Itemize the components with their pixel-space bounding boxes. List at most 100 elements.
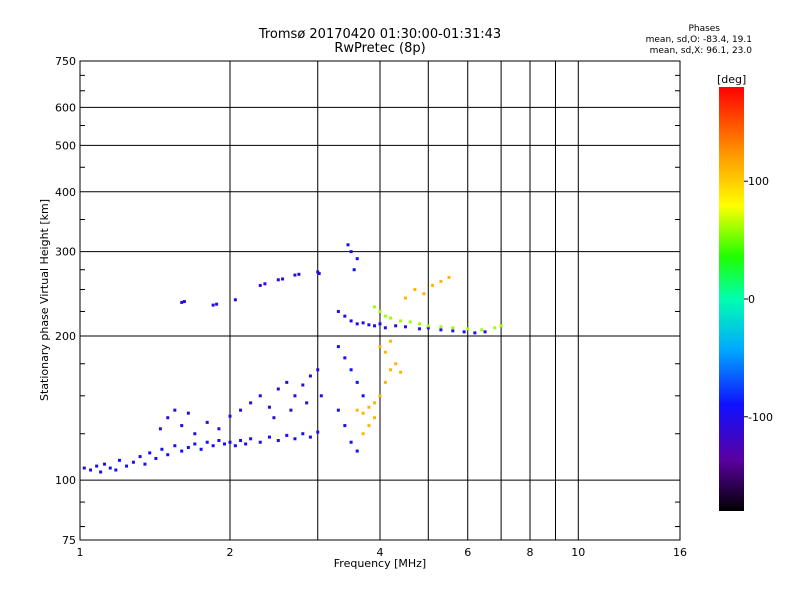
x-tick-label: 6: [464, 546, 471, 559]
data-point: [293, 394, 297, 398]
data-point: [447, 275, 451, 279]
data-point: [431, 283, 435, 287]
data-point: [403, 296, 407, 300]
data-point: [217, 427, 221, 431]
data-point: [373, 401, 377, 405]
chart-subtitle: RwPretec (8p): [334, 41, 426, 56]
data-point: [293, 437, 297, 441]
x-tick-label: 1: [77, 546, 84, 559]
data-point: [138, 455, 142, 459]
data-point: [160, 447, 164, 451]
data-point: [297, 272, 301, 276]
data-point: [308, 435, 312, 439]
data-point: [143, 462, 147, 466]
y-tick-labels: 75 100 200 300 400 500 600 750: [55, 55, 76, 547]
y-tick-label: 75: [62, 534, 76, 547]
data-point: [394, 324, 398, 328]
data-point: [399, 319, 403, 323]
data-point: [349, 368, 353, 372]
y-tick-label: 750: [55, 55, 76, 68]
data-point: [355, 322, 359, 326]
data-point: [383, 350, 387, 354]
data-points: [82, 243, 503, 474]
data-point: [346, 243, 350, 247]
data-point: [293, 273, 297, 277]
data-point: [89, 468, 93, 472]
data-point: [378, 322, 382, 326]
data-point: [383, 380, 387, 384]
data-point: [211, 444, 215, 448]
data-point: [258, 283, 262, 287]
data-point: [439, 279, 443, 283]
data-point: [378, 394, 382, 398]
colorbar-ticks: 100 0 -100: [744, 175, 773, 424]
data-point: [473, 331, 477, 335]
data-point: [158, 427, 162, 431]
data-point: [422, 292, 426, 296]
data-point: [361, 432, 365, 436]
colorbar: [719, 87, 744, 511]
data-point: [228, 440, 232, 444]
data-point: [239, 408, 243, 412]
data-point: [233, 444, 237, 448]
y-tick-label: 200: [55, 330, 76, 343]
data-point: [355, 380, 359, 384]
data-point: [462, 330, 466, 334]
data-point: [301, 383, 305, 387]
data-point: [99, 470, 103, 474]
data-point: [319, 394, 323, 398]
data-point: [82, 466, 86, 470]
data-point: [367, 405, 371, 409]
data-point: [154, 456, 158, 460]
y-tick-label: 400: [55, 186, 76, 199]
data-point: [249, 401, 253, 405]
data-point: [180, 300, 184, 304]
x-tick-label: 4: [377, 546, 384, 559]
data-point: [336, 408, 340, 412]
data-point: [403, 325, 407, 329]
data-point: [233, 298, 237, 302]
grid-lines: [80, 61, 680, 540]
data-point: [316, 368, 320, 372]
data-point: [378, 309, 382, 313]
data-point: [182, 300, 186, 304]
data-point: [336, 309, 340, 313]
data-point: [394, 362, 398, 366]
data-point: [493, 326, 497, 330]
data-point: [173, 408, 177, 412]
data-point: [352, 268, 356, 272]
data-point: [451, 329, 455, 333]
data-point: [199, 447, 203, 451]
data-point: [389, 368, 393, 372]
data-point: [276, 439, 280, 443]
data-point: [417, 322, 421, 326]
data-point: [480, 328, 484, 332]
data-point: [389, 339, 393, 343]
data-point: [316, 270, 320, 274]
data-point: [349, 319, 353, 323]
data-point: [103, 462, 107, 466]
data-point: [426, 324, 430, 328]
data-point: [426, 326, 430, 330]
data-point: [166, 453, 170, 457]
data-point: [186, 411, 190, 415]
data-point: [205, 440, 209, 444]
data-point: [193, 432, 197, 436]
data-point: [205, 420, 209, 424]
data-point: [228, 414, 232, 418]
stats-o-mode: mean, sd,O: -83.4, 19.1: [645, 35, 752, 45]
data-point: [499, 324, 503, 328]
data-point: [258, 440, 262, 444]
data-point: [267, 435, 271, 439]
data-point: [367, 323, 371, 327]
y-axis-label: Stationary phase Virtual Height [km]: [38, 199, 51, 401]
data-point: [336, 345, 340, 349]
data-point: [367, 424, 371, 428]
data-point: [355, 257, 359, 261]
data-point: [211, 303, 215, 307]
data-point: [343, 314, 347, 318]
data-point: [383, 314, 387, 318]
y-tick-label: 600: [55, 101, 76, 114]
data-point: [285, 380, 289, 384]
